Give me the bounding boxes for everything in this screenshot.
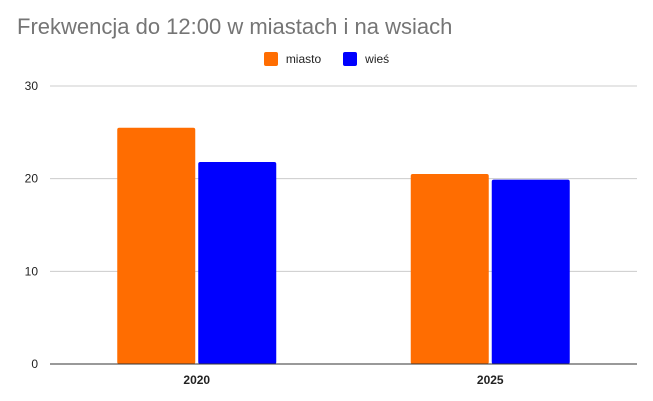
legend-swatch-miasto: [263, 52, 278, 66]
legend-swatch-wies: [343, 52, 358, 66]
legend-item-miasto[interactable]: miasto: [263, 52, 322, 66]
legend: miasto wieś: [0, 52, 653, 66]
x-tick-label: 2020: [183, 373, 210, 387]
y-tick-label: 30: [25, 79, 39, 93]
bars: [117, 127, 570, 364]
bar-wies-2025[interactable]: [491, 179, 570, 364]
bar-miasto-2020[interactable]: [117, 127, 196, 364]
y-tick-label: 10: [25, 264, 39, 278]
bar-miasto-2025[interactable]: [410, 174, 489, 364]
bar-wies-2020[interactable]: [198, 161, 277, 364]
axes: 0 10 20 30 2020 2025: [25, 79, 637, 387]
y-tick-label: 20: [25, 172, 39, 186]
y-tick-label: 0: [31, 357, 38, 371]
legend-item-wies[interactable]: wieś: [343, 52, 389, 66]
legend-label-miasto: miasto: [285, 52, 322, 66]
x-tick-label: 2025: [477, 373, 504, 387]
legend-label-wies: wieś: [365, 52, 390, 66]
chart-title: Frekwencja do 12:00 w miastach i na wsia…: [17, 14, 453, 39]
